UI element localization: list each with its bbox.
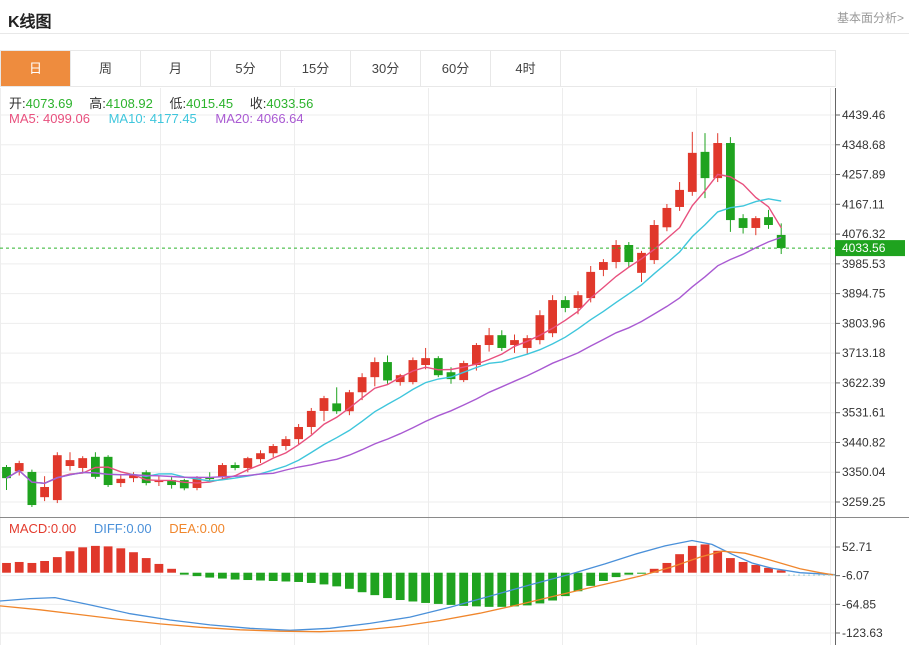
ma5-label: MA5: <box>9 111 40 126</box>
kline-chart-canvas[interactable]: 4439.46 4348.68 4257.89 4167.11 4076.32 3985.… <box>0 88 909 645</box>
svg-text:3622.39: 3622.39 <box>842 376 886 390</box>
high-label: 高: <box>89 96 106 111</box>
diff-label: DIFF: <box>93 521 127 536</box>
open-label: 开: <box>9 96 26 111</box>
svg-text:3803.96: 3803.96 <box>842 316 886 330</box>
svg-text:-6.07: -6.07 <box>842 569 870 583</box>
diff-value: 0.00 <box>126 521 152 536</box>
ma20-value: 4066.64 <box>256 111 304 126</box>
ma-legend: MA5: 4099.06 MA10: 4177.45 MA20: 4066.64 <box>9 111 319 126</box>
ohlc-legend: 开:4073.69 高:4108.92 低:4015.45 收:4033.56 <box>9 93 326 112</box>
ma20-label: MA20: <box>215 111 253 126</box>
svg-text:3259.25: 3259.25 <box>842 495 886 509</box>
high-value: 4108.92 <box>105 96 153 111</box>
tab-month[interactable]: 月 <box>141 51 211 86</box>
svg-text:4033.56: 4033.56 <box>842 241 886 255</box>
svg-text:3985.53: 3985.53 <box>842 257 886 271</box>
period-tab-bar: 日 周 月 5分 15分 30分 60分 4时 <box>0 50 836 87</box>
svg-text:4076.32: 4076.32 <box>842 227 886 241</box>
ma5-legend: MA5: 4099.06 <box>9 111 90 126</box>
current-price-badge <box>835 240 905 257</box>
tab-5min[interactable]: 5分 <box>211 51 281 86</box>
svg-text:4439.46: 4439.46 <box>842 108 886 122</box>
ma10-legend: MA10: 4177.45 <box>109 111 197 126</box>
macd-value-legend: MACD:0.00 <box>9 521 76 536</box>
ma5-value: 4099.06 <box>42 111 90 126</box>
close-value: 4033.56 <box>266 96 314 111</box>
tab-day[interactable]: 日 <box>1 51 71 86</box>
low-value: 4015.45 <box>186 96 234 111</box>
dea-label: DEA: <box>169 521 200 536</box>
tab-15min[interactable]: 15分 <box>281 51 351 86</box>
svg-text:-64.85: -64.85 <box>842 597 876 611</box>
dea-legend: DEA:0.00 <box>169 521 225 536</box>
svg-text:4257.89: 4257.89 <box>842 168 886 182</box>
svg-text:3440.82: 3440.82 <box>842 435 886 449</box>
header-divider <box>0 33 909 34</box>
open-value: 4073.69 <box>25 96 73 111</box>
svg-text:3713.18: 3713.18 <box>842 346 886 360</box>
macd-legend: MACD:0.00 DIFF:0.00 DEA:0.00 <box>9 521 239 536</box>
macd-label: MACD: <box>9 521 51 536</box>
svg-text:3531.61: 3531.61 <box>842 406 886 420</box>
tab-30min[interactable]: 30分 <box>351 51 421 86</box>
tab-60min[interactable]: 60分 <box>421 51 491 86</box>
svg-text:4167.11: 4167.11 <box>842 197 885 211</box>
close-label: 收: <box>249 96 267 111</box>
svg-text:3894.75: 3894.75 <box>842 287 886 301</box>
ma20-legend: MA20: 4066.64 <box>215 111 303 126</box>
svg-text:4348.68: 4348.68 <box>842 138 886 152</box>
tab-week[interactable]: 周 <box>71 51 141 86</box>
macd-value: 0.00 <box>50 521 77 536</box>
svg-text:52.71: 52.71 <box>842 540 872 554</box>
diff-legend: DIFF:0.00 <box>94 521 152 536</box>
low-label: 低: <box>169 96 187 111</box>
tab-4hour[interactable]: 4时 <box>491 51 561 86</box>
svg-text:-123.63: -123.63 <box>842 626 883 640</box>
svg-text:3350.04: 3350.04 <box>842 465 886 479</box>
ma10-value: 4177.45 <box>149 111 197 126</box>
page-title: K线图 <box>8 14 52 31</box>
dea-value: 0.00 <box>199 521 225 536</box>
fundamental-analysis-link[interactable]: 基本面分析> <box>836 11 904 25</box>
ma10-label: MA10: <box>108 111 147 126</box>
